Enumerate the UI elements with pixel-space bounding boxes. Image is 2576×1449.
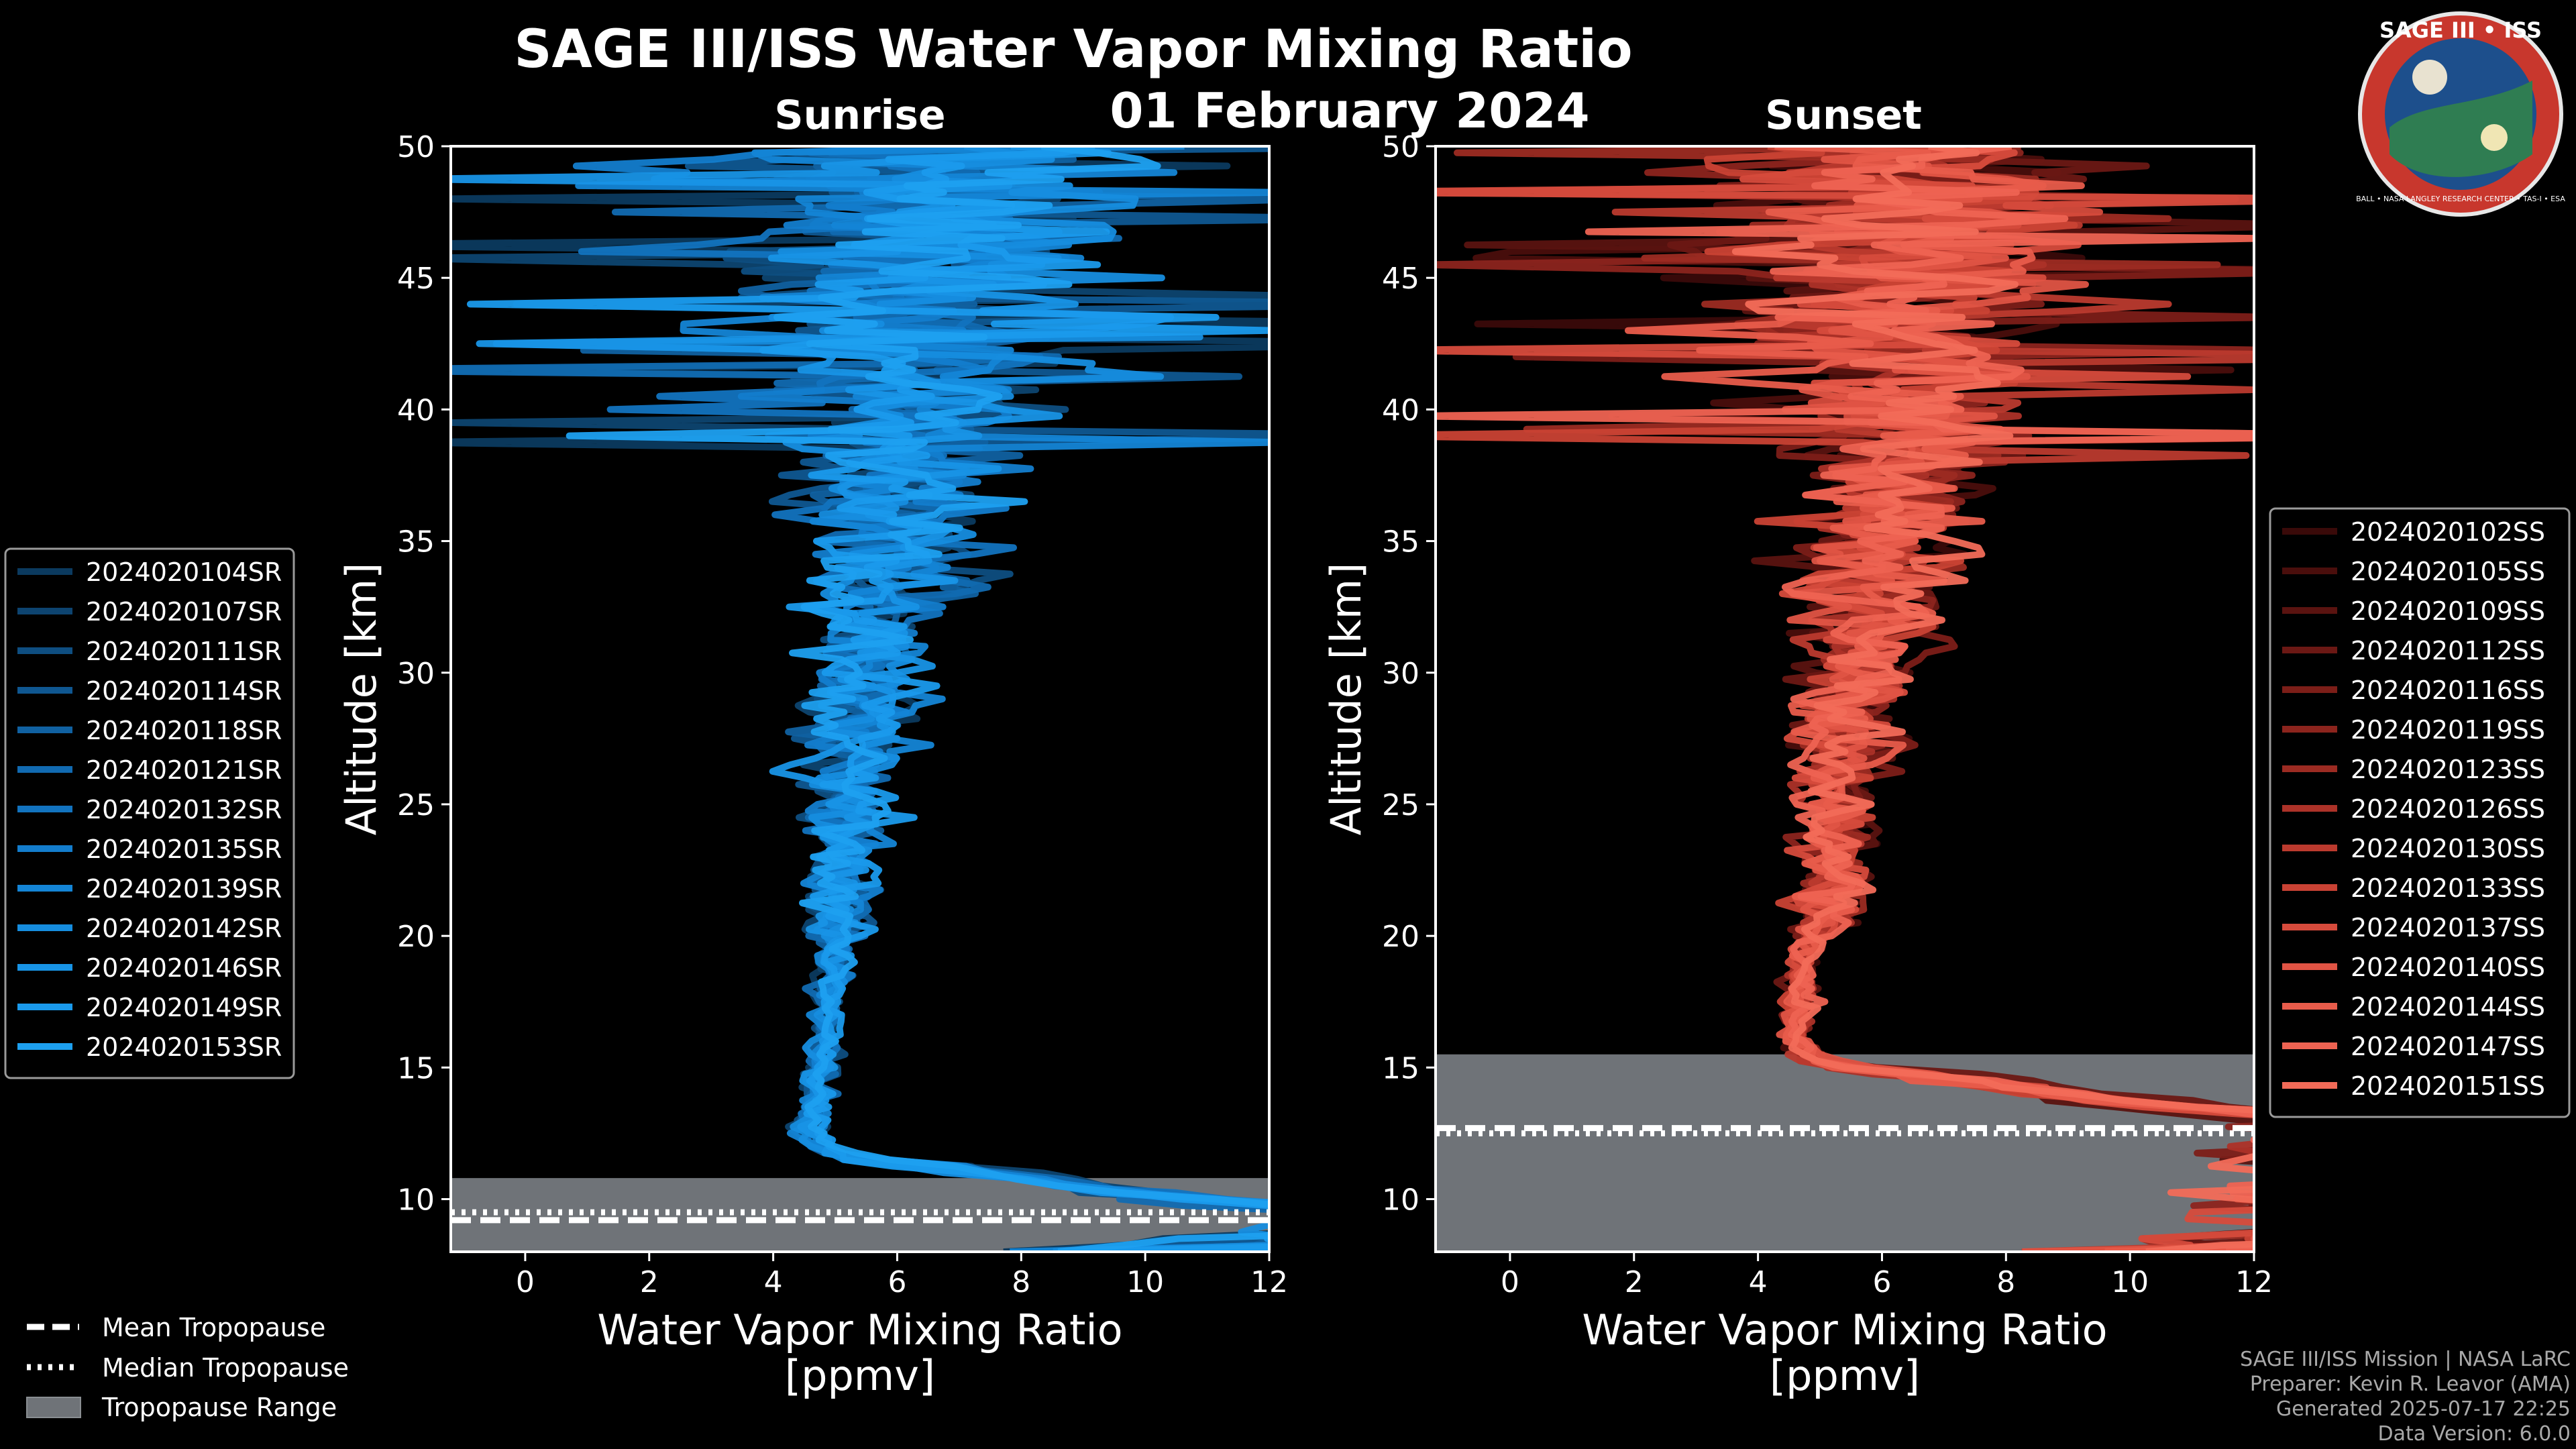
sunrise-legend-label-2024020121SR: 2024020121SR	[86, 755, 282, 785]
sunset-xtick-label-10: 10	[2111, 1265, 2149, 1299]
sunset-profile-line-2024020151SS	[1731, 146, 2254, 1252]
figure-title: SAGE III/ISS Water Vapor Mixing Ratio	[514, 19, 1632, 80]
sunset-legend-label-2024020151SS: 2024020151SS	[2351, 1071, 2545, 1101]
sunrise-ytick-label-10: 10	[397, 1183, 435, 1218]
sunrise-axes-frame	[449, 145, 1271, 1253]
sunset-tropopause-range	[1436, 1054, 2254, 1252]
sunset-xtick-label-12: 12	[2235, 1265, 2273, 1299]
sunset-label: Sunset	[1765, 92, 1922, 139]
sunset-legend-label-2024020116SS: 2024020116SS	[2351, 676, 2545, 705]
tropopause-legend: Mean Tropopause Median Tropopause Tropop…	[26, 1313, 349, 1422]
credits-version: Data Version: 6.0.0	[2377, 1422, 2571, 1446]
sunrise-legend-label-2024020139SR: 2024020139SR	[86, 874, 282, 904]
sunrise-legend-label-2024020153SR: 2024020153SR	[86, 1032, 282, 1062]
sunset-xlabel-line-1: Water Vapor Mixing Ratio	[1582, 1305, 2107, 1354]
sunrise-ytick-label-25: 25	[397, 788, 435, 822]
sunrise-legend-label-2024020135SR: 2024020135SR	[86, 835, 282, 864]
sunset-ytick-label-25: 25	[1382, 788, 1419, 822]
sunset-panel: 10 15 20 25 30 35 40 45 50 0 2 4 6 8 10 12 Water Vapor M…	[1322, 130, 2273, 1400]
credits: SAGE III/ISS Mission | NASA LaRC Prepare…	[2240, 1347, 2571, 1446]
sunset-ytick-label-50: 50	[1382, 130, 1419, 164]
sunset-legend-label-2024020105SS: 2024020105SS	[2351, 557, 2545, 586]
sunrise-ytick-label-45: 45	[397, 262, 435, 296]
sunset-xtick-label-6: 6	[1872, 1265, 1891, 1299]
sunrise-xtick-label-8: 8	[1012, 1265, 1030, 1299]
sunrise-legend-label-2024020132SR: 2024020132SR	[86, 795, 282, 824]
logo-title: SAGE III • ISS	[2379, 17, 2542, 43]
sunrise-xtick-label-4: 4	[764, 1265, 783, 1299]
sunrise-ytick-label-40: 40	[397, 393, 435, 427]
sunset-ytick-label-40: 40	[1382, 393, 1419, 427]
sunset-legend-label-2024020147SS: 2024020147SS	[2351, 1032, 2545, 1061]
sunrise-legend-label-2024020142SR: 2024020142SR	[86, 914, 282, 943]
sunset-legend-label-2024020109SS: 2024020109SS	[2351, 596, 2545, 626]
sunrise-ylabel: Altitude [km]	[337, 563, 386, 836]
sunset-ytick-label-30: 30	[1382, 657, 1419, 691]
sunrise-xtick-label-12: 12	[1250, 1265, 1288, 1299]
sunrise-ytick-label-20: 20	[397, 920, 435, 954]
sunrise-xtick-label-10: 10	[1126, 1265, 1164, 1299]
sunset-ytick-label-15: 15	[1382, 1051, 1419, 1085]
sunrise-ytick-label-15: 15	[397, 1051, 435, 1085]
credits-mission: SAGE III/ISS Mission | NASA LaRC	[2240, 1348, 2571, 1371]
sunrise-legend-label-2024020111SR: 2024020111SR	[86, 637, 282, 666]
sunset-legend-frame	[2269, 507, 2571, 1118]
sunset-xtick-label-4: 4	[1749, 1265, 1768, 1299]
sunset-xlabel-line-2: [ppmv]	[1770, 1351, 1920, 1400]
sunset-ytick-label-45: 45	[1382, 262, 1419, 296]
sunset-ytick-label-10: 10	[1382, 1183, 1419, 1218]
sunrise-xtick-label-2: 2	[640, 1265, 659, 1299]
credits-generated: Generated 2025-07-17 22:25	[2275, 1397, 2571, 1421]
tropopause-range-swatch	[26, 1397, 81, 1418]
sunrise-xtick-label-6: 6	[888, 1265, 906, 1299]
sunrise-label: Sunrise	[774, 92, 945, 139]
credits-preparer: Preparer: Kevin R. Leavor (AMA)	[2249, 1373, 2571, 1396]
sunrise-legend-label-2024020107SR: 2024020107SR	[86, 597, 282, 627]
sunset-ytick-label-20: 20	[1382, 920, 1419, 954]
sunset-legend-label-2024020126SS: 2024020126SS	[2351, 794, 2545, 824]
sunset-xtick-label-2: 2	[1625, 1265, 1644, 1299]
sunrise-panel: 10 15 20 25 30 35 40 45 50 0 2 4 6 8 10 12 Water Vapor M…	[337, 130, 1288, 1400]
sunset-ytick-label-35: 35	[1382, 525, 1419, 559]
tropopause-range-label: Tropopause Range	[101, 1393, 337, 1422]
sunset-legend: 2024020102SS 2024020105SS 2024020109SS 2024…	[2269, 507, 2571, 1118]
sunrise-legend-label-2024020149SR: 2024020149SR	[86, 993, 282, 1022]
sunset-axes-frame	[1434, 145, 2255, 1253]
sunrise-ytick-label-50: 50	[397, 130, 435, 164]
figure-date: 01 February 2024	[1110, 83, 1589, 139]
sunset-legend-label-2024020144SS: 2024020144SS	[2351, 992, 2545, 1022]
sunset-legend-label-2024020102SS: 2024020102SS	[2351, 517, 2545, 547]
sunset-ylabel: Altitude [km]	[1322, 563, 1371, 836]
sunset-legend-label-2024020123SS: 2024020123SS	[2351, 755, 2545, 784]
sunrise-legend-label-2024020146SR: 2024020146SR	[86, 953, 282, 983]
mean-tropopause-label: Mean Tropopause	[102, 1313, 325, 1342]
sunrise-legend-label-2024020104SR: 2024020104SR	[86, 557, 282, 587]
sunrise-legend-frame	[4, 547, 295, 1079]
median-tropopause-label: Median Tropopause	[102, 1353, 349, 1383]
sunset-xtick-label-0: 0	[1501, 1265, 1519, 1299]
sunset-legend-label-2024020137SS: 2024020137SS	[2351, 913, 2545, 943]
sunrise-legend: 2024020104SR 2024020107SR 2024020111SR 2024…	[4, 547, 295, 1079]
sage-iii-iss-logo: SAGE III • ISS BALL • NASA LANGLEY RESEA…	[2356, 11, 2565, 217]
logo-ring-text: BALL • NASA LANGLEY RESEARCH CENTER • TA…	[2356, 195, 2565, 203]
sunrise-ytick-label-30: 30	[397, 657, 435, 691]
sunset-legend-label-2024020130SS: 2024020130SS	[2351, 834, 2545, 863]
sunrise-ytick-label-35: 35	[397, 525, 435, 559]
sunrise-profile-line-2024020153SR	[566, 146, 1269, 1252]
sunset-legend-label-2024020140SS: 2024020140SS	[2351, 953, 2545, 982]
sunset-legend-label-2024020112SS: 2024020112SS	[2351, 636, 2545, 665]
sunrise-xtick-label-0: 0	[516, 1265, 535, 1299]
sunset-legend-label-2024020133SS: 2024020133SS	[2351, 873, 2545, 903]
sunrise-legend-label-2024020118SR: 2024020118SR	[86, 716, 282, 745]
sunrise-legend-label-2024020114SR: 2024020114SR	[86, 676, 282, 706]
sunrise-profile-line-2024020149SR	[466, 146, 1269, 1252]
sunrise-xlabel-line-1: Water Vapor Mixing Ratio	[597, 1305, 1122, 1354]
sunset-legend-label-2024020119SS: 2024020119SS	[2351, 715, 2545, 745]
sunset-xtick-label-8: 8	[1996, 1265, 2015, 1299]
sunrise-xlabel-line-2: [ppmv]	[785, 1351, 935, 1400]
